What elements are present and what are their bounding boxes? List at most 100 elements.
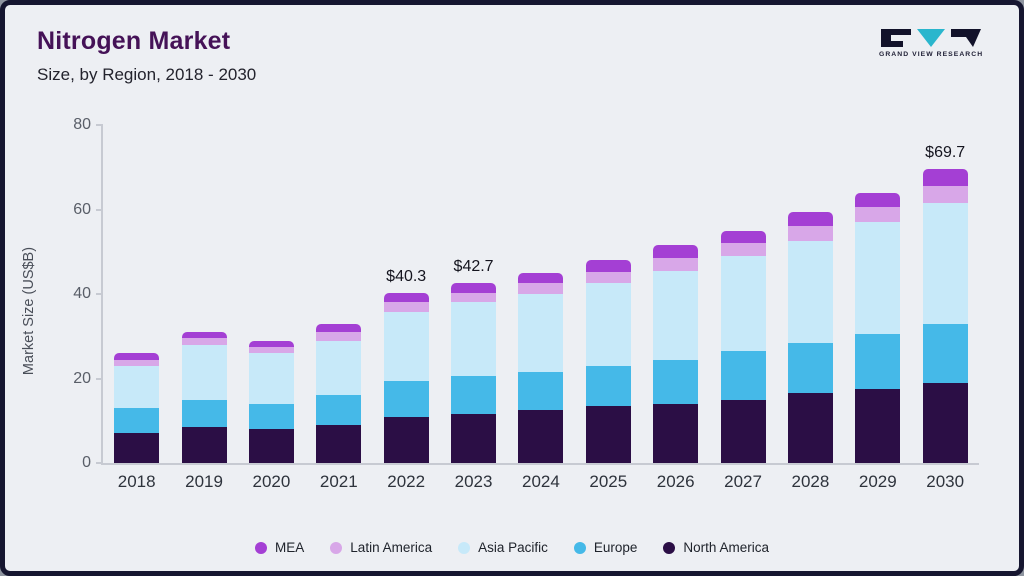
segment-north-america xyxy=(855,389,901,463)
segment-latin-america xyxy=(585,272,631,284)
legend-label: North America xyxy=(683,540,769,555)
segment-mea xyxy=(181,332,227,339)
segment-north-america xyxy=(451,413,497,463)
segment-mea xyxy=(383,292,429,303)
y-tick-mark xyxy=(96,377,103,380)
x-axis-label: 2020 xyxy=(252,472,291,491)
bar-2028 xyxy=(787,211,833,463)
bar-2021 xyxy=(316,323,362,463)
segment-mea xyxy=(316,323,362,333)
y-tick-mark xyxy=(96,462,103,464)
bar-2023: $42.7 xyxy=(451,258,497,463)
segment-mea xyxy=(114,353,160,360)
bar-2024 xyxy=(518,272,564,463)
page-subtitle: Size, by Region, 2018 - 2030 xyxy=(37,65,257,84)
segment-mea xyxy=(248,340,294,347)
y-tick-label: 0 xyxy=(82,454,91,471)
segment-europe xyxy=(181,399,227,428)
legend-label: MEA xyxy=(275,540,305,555)
segment-asia-pacific xyxy=(720,255,766,352)
segment-mea xyxy=(787,211,833,227)
bar-value-label: $69.7 xyxy=(925,143,966,161)
y-tick-mark xyxy=(96,208,103,211)
bar-2025 xyxy=(585,260,631,463)
segment-europe xyxy=(114,408,160,434)
segment-asia-pacific xyxy=(451,302,497,376)
legend-item-asia-pacific: Asia Pacific xyxy=(458,540,548,555)
segment-latin-america xyxy=(383,302,429,313)
x-axis-label: 2030 xyxy=(926,472,965,491)
x-axis-label: 2028 xyxy=(791,472,830,491)
bar-2020 xyxy=(248,340,294,463)
bar-value-label: $42.7 xyxy=(453,257,494,275)
x-axis-label: 2025 xyxy=(589,472,628,491)
legend-item-mea: MEA xyxy=(255,540,304,555)
segment-latin-america xyxy=(518,283,564,295)
segment-north-america xyxy=(316,424,362,463)
segment-north-america xyxy=(922,382,968,463)
x-axis-labels: 2018 2019 2020 2021 2022 2023 2024 2025 2026 2027… xyxy=(103,472,979,492)
segment-latin-america xyxy=(114,359,160,366)
y-tick-label: 60 xyxy=(73,200,91,218)
y-axis-title: Market Size (US$B) xyxy=(21,246,37,376)
x-axis-label: 2027 xyxy=(724,472,762,491)
segment-north-america xyxy=(787,393,833,463)
segment-asia-pacific xyxy=(248,353,294,404)
bar-2018 xyxy=(114,353,160,463)
segment-asia-pacific xyxy=(922,203,968,324)
segment-asia-pacific xyxy=(181,344,227,400)
segment-asia-pacific xyxy=(316,340,362,396)
segment-europe xyxy=(653,359,699,404)
segment-mea xyxy=(922,168,968,187)
legend-item-north-america: North America xyxy=(663,540,769,555)
x-axis-label: 2024 xyxy=(522,472,560,491)
segment-mea xyxy=(653,245,699,259)
grand-view-research-logo: GRAND VIEW RESEARCH xyxy=(879,27,983,58)
bar-2030: $69.7 xyxy=(922,144,968,463)
segment-north-america xyxy=(720,399,766,463)
page-title: Nitrogen Market xyxy=(37,27,231,55)
bar-2026 xyxy=(653,245,699,463)
segment-asia-pacific xyxy=(787,241,833,343)
legend-item-europe: Europe xyxy=(573,540,638,555)
segment-europe xyxy=(585,365,631,406)
plot-region: $40.3 $42.7 $69.7 2018 2019 2020 2021 2022 2023… xyxy=(73,117,979,491)
bar-2019 xyxy=(181,332,227,463)
segment-mea xyxy=(451,282,497,293)
x-axis-label: 2021 xyxy=(319,472,358,491)
segment-latin-america xyxy=(316,332,362,341)
segment-asia-pacific xyxy=(585,283,631,366)
segment-north-america xyxy=(383,416,429,463)
legend-label: Europe xyxy=(593,540,638,555)
segment-mea xyxy=(585,260,631,273)
segment-asia-pacific xyxy=(855,222,901,335)
y-tick-mark xyxy=(96,293,103,295)
bar-2022: $40.3 xyxy=(383,268,429,463)
y-tick-label: 20 xyxy=(73,369,91,387)
x-axis-label: 2018 xyxy=(117,472,156,491)
y-tick-mark xyxy=(96,124,103,126)
segment-europe xyxy=(922,323,968,383)
x-axis-label: 2026 xyxy=(656,472,695,491)
legend-dot-icon xyxy=(663,541,676,554)
bar-2029 xyxy=(855,192,901,463)
bars-container: $40.3 $42.7 $69.7 xyxy=(103,125,979,463)
gvr-logo-icon xyxy=(881,29,981,47)
segment-mea xyxy=(855,192,901,208)
segment-mea xyxy=(720,230,766,244)
segment-europe xyxy=(720,351,766,400)
segment-europe xyxy=(383,380,429,417)
legend-label: Asia Pacific xyxy=(478,540,548,555)
segment-north-america xyxy=(518,410,564,463)
bar-value-label: $40.3 xyxy=(386,267,427,285)
bar-2027 xyxy=(720,230,766,463)
legend-label: Latin America xyxy=(350,540,433,555)
segment-asia-pacific xyxy=(653,270,699,360)
y-tick-label: 80 xyxy=(73,116,91,133)
y-tick-label: 40 xyxy=(73,285,91,302)
legend-item-latin-america: Latin America xyxy=(330,540,432,555)
x-axis-label: 2023 xyxy=(454,472,493,491)
segment-europe xyxy=(855,334,901,390)
segment-latin-america xyxy=(855,207,901,223)
